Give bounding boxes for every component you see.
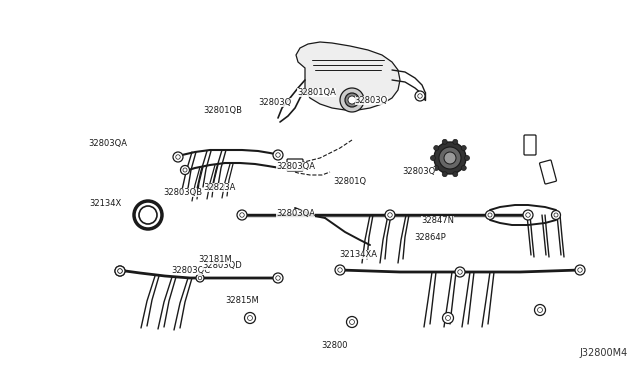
Circle shape <box>248 315 252 320</box>
Circle shape <box>575 265 585 275</box>
Circle shape <box>452 171 458 177</box>
Text: 32801Q: 32801Q <box>333 177 366 186</box>
Circle shape <box>176 155 180 159</box>
FancyBboxPatch shape <box>524 135 536 155</box>
Circle shape <box>461 166 467 170</box>
Circle shape <box>240 213 244 217</box>
Text: 32803Q: 32803Q <box>259 98 292 107</box>
Circle shape <box>118 269 122 273</box>
Text: 32181M: 32181M <box>198 255 232 264</box>
Circle shape <box>523 210 533 220</box>
Circle shape <box>385 210 395 220</box>
Circle shape <box>115 266 125 276</box>
Circle shape <box>442 140 447 144</box>
Text: 32823A: 32823A <box>204 183 236 192</box>
Circle shape <box>538 308 543 312</box>
Circle shape <box>434 145 439 151</box>
Text: J32800M4: J32800M4 <box>580 348 628 358</box>
Circle shape <box>180 166 189 174</box>
Text: 32801QB: 32801QB <box>204 106 243 115</box>
Text: 32847N: 32847N <box>421 216 454 225</box>
Circle shape <box>118 269 122 273</box>
Circle shape <box>196 274 204 282</box>
Circle shape <box>458 270 462 274</box>
Text: 32800: 32800 <box>321 341 348 350</box>
Circle shape <box>415 91 425 101</box>
Text: 32815M: 32815M <box>225 296 259 305</box>
Text: 32803QD: 32803QD <box>202 261 242 270</box>
Circle shape <box>183 168 187 172</box>
Circle shape <box>115 266 125 276</box>
Circle shape <box>349 320 355 324</box>
Circle shape <box>461 145 467 151</box>
Text: 32803QC: 32803QC <box>172 266 211 275</box>
Circle shape <box>486 211 495 219</box>
Circle shape <box>434 142 466 174</box>
Circle shape <box>434 166 439 170</box>
Circle shape <box>273 273 283 283</box>
Circle shape <box>455 267 465 277</box>
Circle shape <box>439 147 461 169</box>
Circle shape <box>534 305 545 315</box>
Text: 32134X: 32134X <box>90 199 122 208</box>
Circle shape <box>554 213 558 217</box>
Text: 32803QB: 32803QB <box>163 188 202 197</box>
Text: 32803QA: 32803QA <box>276 209 316 218</box>
Polygon shape <box>296 42 400 110</box>
Text: 32864P: 32864P <box>415 233 447 242</box>
Circle shape <box>346 317 358 327</box>
Circle shape <box>444 152 456 164</box>
Circle shape <box>431 155 435 160</box>
Circle shape <box>276 276 280 280</box>
FancyBboxPatch shape <box>287 159 303 171</box>
Text: 32803QA: 32803QA <box>276 162 316 171</box>
Text: 32801QA: 32801QA <box>297 88 336 97</box>
Circle shape <box>388 213 392 217</box>
Circle shape <box>237 210 247 220</box>
Text: 32803Q: 32803Q <box>355 96 388 105</box>
Circle shape <box>442 171 447 177</box>
Circle shape <box>525 213 531 217</box>
Circle shape <box>244 312 255 324</box>
Circle shape <box>578 268 582 272</box>
Circle shape <box>173 152 183 162</box>
Circle shape <box>276 153 280 157</box>
Circle shape <box>488 213 492 217</box>
Circle shape <box>418 94 422 98</box>
Circle shape <box>335 265 345 275</box>
Circle shape <box>340 88 364 112</box>
Circle shape <box>442 312 454 324</box>
Circle shape <box>198 276 202 280</box>
Circle shape <box>348 96 356 104</box>
Circle shape <box>273 150 283 160</box>
Circle shape <box>552 211 561 219</box>
FancyBboxPatch shape <box>540 160 556 184</box>
Circle shape <box>345 93 359 107</box>
Text: 32134XA: 32134XA <box>339 250 377 259</box>
Circle shape <box>338 268 342 272</box>
Text: 32803QA: 32803QA <box>88 139 127 148</box>
Circle shape <box>445 315 451 320</box>
Circle shape <box>452 140 458 144</box>
Text: 32803Q: 32803Q <box>402 167 435 176</box>
Circle shape <box>465 155 470 160</box>
